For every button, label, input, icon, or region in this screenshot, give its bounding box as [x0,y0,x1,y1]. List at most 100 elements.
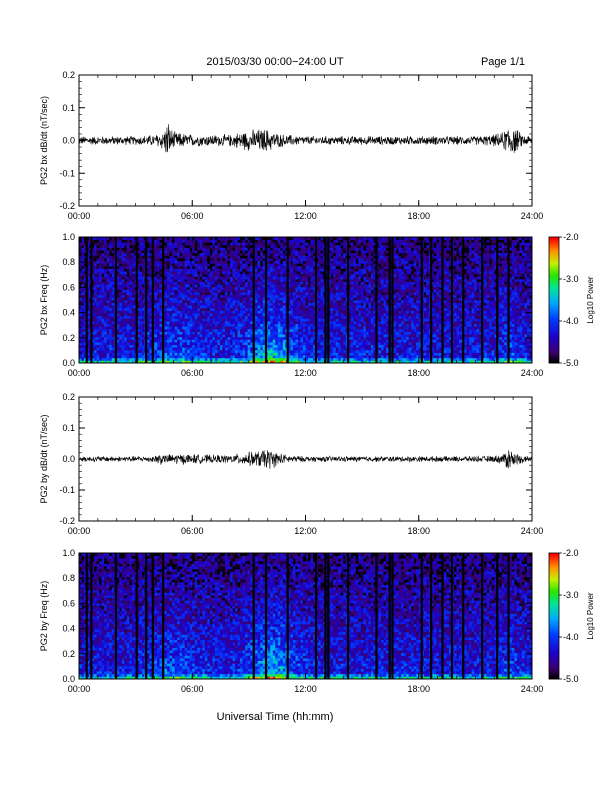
spectrogram-cell [167,258,170,262]
spectrogram-cell [328,326,332,330]
spectrogram-cell [297,331,301,335]
spectrogram-cell [227,328,231,332]
spectrogram-cell [217,315,221,319]
spectrogram-cell [197,292,201,296]
spectrogram-cell [217,357,221,361]
spectrogram-cell [240,342,243,346]
spectrogram-cell [272,349,276,353]
spectrogram-cell [247,271,251,275]
spectrogram-cell [320,250,324,254]
spectrogram-cell [96,334,100,338]
spectrogram-cell [86,247,90,251]
spectrogram-cell [149,263,153,267]
spectrogram-cell [280,258,284,262]
spectrogram-cell [157,339,160,343]
spectrogram-cell [277,263,281,267]
spectrogram-cell [302,318,306,322]
spectrogram-cell [124,258,128,262]
spectrogram-cell [295,263,299,267]
spectrogram-cell [119,321,123,325]
spectrogram-cell [219,300,223,304]
spectrogram-cell [255,289,259,293]
spectrogram-cell [84,239,87,243]
spectrogram-cell [242,300,246,304]
spectrogram-cell [124,276,128,280]
spectrogram-cell [235,247,238,251]
spectrogram-cell [270,344,274,348]
spectrogram-cell [224,244,228,248]
spectrogram-cell [302,360,306,364]
spectrogram-cell [159,271,163,275]
spectrogram-cell [275,237,279,241]
spectrogram-cell [182,279,186,283]
spectrogram-cell [159,342,163,346]
spectrogram-cell [177,315,181,319]
spectrogram-cell [167,326,170,330]
spectrogram-cell [194,263,198,267]
spectrogram-cell [237,300,241,304]
spectrogram-cell [297,315,301,319]
spectrogram-cell [320,334,324,338]
spectrogram-cell [131,336,135,340]
spectrogram-cell [164,307,168,311]
spectrogram-cell [189,300,193,304]
spectrogram-cell [270,318,274,322]
spectrogram-cell [84,289,87,293]
spectrogram-cell [272,336,276,340]
spectrogram-cell [247,355,251,359]
spectrogram-cell [172,294,176,298]
spectrogram-cell [157,360,160,364]
spectrogram-cell [330,328,334,332]
spectrogram-cell [308,276,311,280]
spectrogram-cell [272,347,276,351]
spectrogram-cell [119,279,123,283]
spectrogram-cell [272,315,276,319]
spectrogram-cell [187,321,191,325]
spectrogram-cell [187,286,191,290]
spectrogram-cell [318,310,321,314]
spectrogram-cell [182,339,186,343]
spectrogram-cell [207,279,211,283]
spectrogram-cell [109,244,113,248]
spectrogram-cell [199,252,203,256]
spectrogram-cell [116,302,120,306]
spectrogram-cell [282,271,286,275]
spectrogram-cell [164,310,168,314]
spectrogram-cell [139,281,143,285]
spectrogram-cell [260,321,264,325]
spectrogram-cell [305,268,309,272]
spectrogram-cell [116,297,120,301]
spectrogram-cell [280,302,284,306]
spectrogram-cell [86,250,90,254]
spectrogram-cell [192,307,196,311]
spectrogram-cell [99,244,103,248]
spectrogram-cell [320,294,324,298]
spectrogram-cell [313,268,316,272]
spectrogram-cell [96,284,100,288]
spectrogram-cell [116,360,120,364]
spectrogram-cell [214,342,218,346]
spectrogram-cell [242,281,246,285]
spectrogram-cell [237,252,241,256]
spectrogram-cell [262,292,266,296]
spectrogram-cell [119,326,123,330]
spectrogram-cell [164,260,168,264]
spectrogram-cell [260,279,264,283]
spectrogram-cell [197,323,201,327]
spectrogram-cell [164,349,168,353]
spectrogram-cell [235,336,238,340]
spectrogram-cell [270,300,274,304]
spectrogram-cell [267,286,271,290]
spectrogram-cell [159,255,163,259]
spectrogram-cell [204,281,208,285]
spectrogram-cell [295,342,299,346]
spectrogram-cell [111,352,115,356]
spectrogram-cell [177,331,181,335]
spectrogram-cell [272,244,276,248]
spectrogram-cell [282,279,286,283]
spectrogram-cell [235,355,238,359]
spectrogram-cell [119,268,123,272]
spectrogram-cell [149,247,153,251]
spectrogram-cell [189,286,193,290]
spectrogram-cell [167,318,170,322]
